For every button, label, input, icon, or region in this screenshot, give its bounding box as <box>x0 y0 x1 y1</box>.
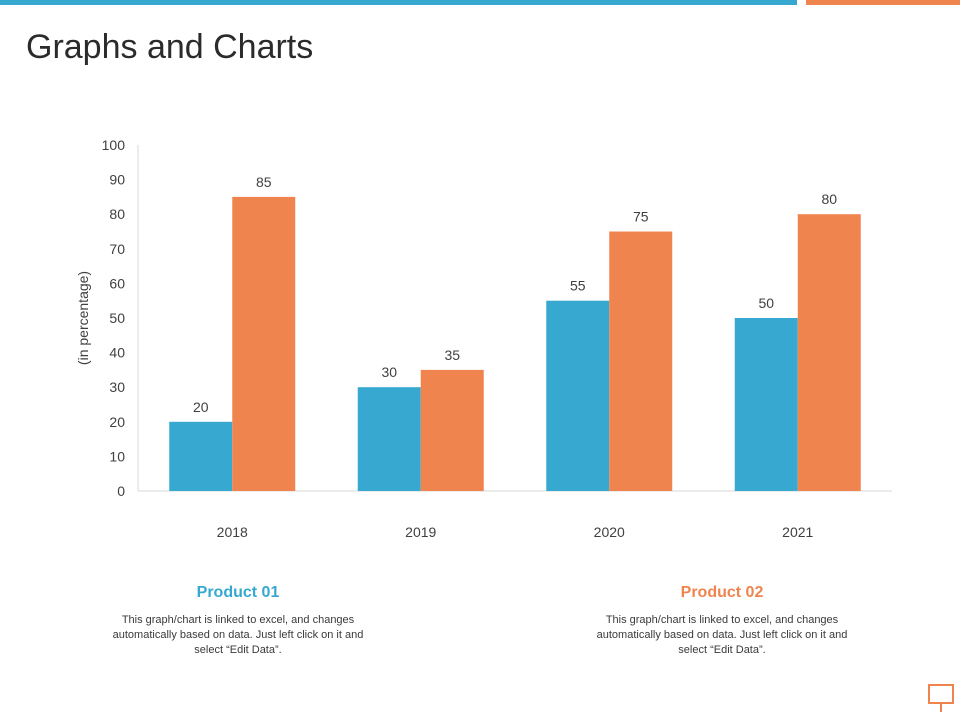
top-accent-bar-blue <box>0 0 797 5</box>
data-label: 80 <box>821 191 837 207</box>
y-tick-label: 30 <box>109 379 125 395</box>
presentation-board-icon <box>928 684 954 712</box>
bar-product-01-2020 <box>546 300 610 491</box>
top-accent-bar-orange <box>806 0 960 5</box>
x-tick-label: 2020 <box>594 524 625 540</box>
x-tick-label: 2018 <box>217 524 248 540</box>
y-tick-label: 70 <box>109 241 125 257</box>
data-label: 35 <box>444 347 460 363</box>
page-title: Graphs and Charts <box>26 28 314 66</box>
y-tick-label: 60 <box>109 275 125 291</box>
bar-product-02-2018 <box>232 196 296 491</box>
data-label: 50 <box>758 295 774 311</box>
bar-product-01-2019 <box>357 387 421 491</box>
y-tick-label: 20 <box>109 414 125 430</box>
bar-product-01-2021 <box>734 318 798 491</box>
y-tick-label: 50 <box>109 310 125 326</box>
legend-title-product-02: Product 02 <box>680 584 764 601</box>
y-tick-label: 0 <box>117 483 125 499</box>
data-label: 55 <box>570 278 586 294</box>
legend-title-product-01: Product 01 <box>196 584 280 601</box>
bar-chart[interactable]: 0 10 20 30 40 50 60 70 80 90 100 (in percentage) 20 8… <box>0 0 960 560</box>
y-tick-label: 10 <box>109 448 125 464</box>
y-tick-label: 80 <box>109 206 125 222</box>
bar-product-02-2019 <box>420 369 484 491</box>
y-tick-label: 90 <box>109 172 125 188</box>
bar-product-02-2020 <box>609 231 673 491</box>
y-tick-label: 40 <box>109 345 125 361</box>
data-label: 75 <box>633 209 649 225</box>
data-label: 30 <box>381 364 397 380</box>
bar-product-01-2018 <box>169 421 233 491</box>
legend-desc-product-02: This graph/chart is linked to excel, and… <box>596 614 848 656</box>
data-label: 85 <box>256 174 272 190</box>
data-label: 20 <box>193 399 209 415</box>
y-axis-title: (in percentage) <box>75 271 91 365</box>
x-tick-label: 2019 <box>405 524 436 540</box>
y-tick-label: 100 <box>102 137 126 153</box>
bar-product-02-2021 <box>797 214 861 491</box>
legend-desc-product-01: This graph/chart is linked to excel, and… <box>112 614 364 656</box>
x-tick-label: 2021 <box>782 524 813 540</box>
